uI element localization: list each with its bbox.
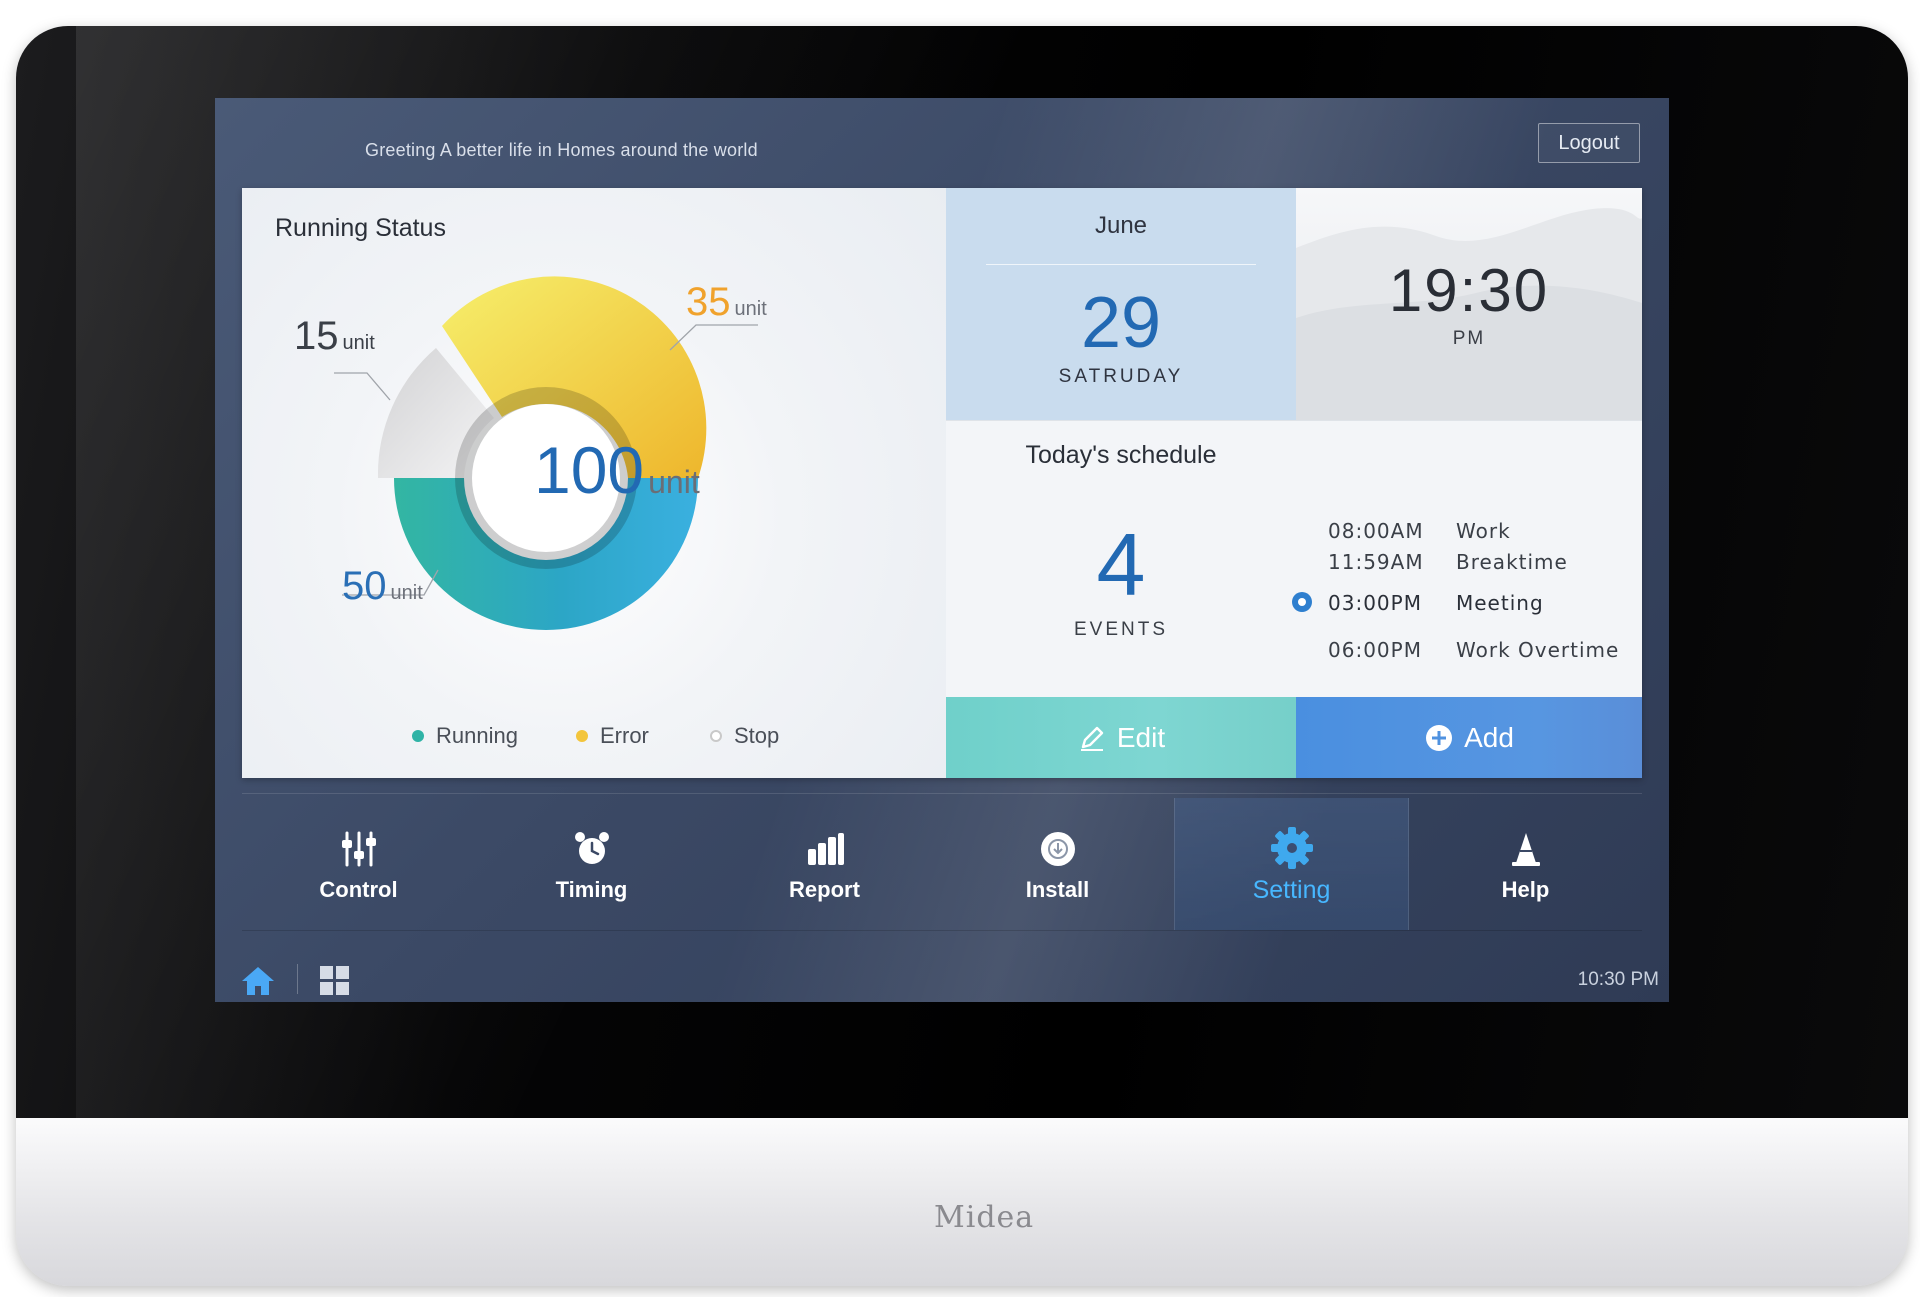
donut-segment-running <box>394 478 698 630</box>
install-icon <box>1038 825 1078 873</box>
current-event-marker-icon <box>1292 592 1312 612</box>
help-cone-icon <box>1506 825 1546 873</box>
legend-running: Running <box>412 723 518 749</box>
nav-item-help[interactable]: Help <box>1409 798 1642 930</box>
brand-logo: Midea <box>934 1200 1035 1235</box>
nav-label-control: Control <box>319 877 398 902</box>
total-units-number: 100 <box>534 433 645 507</box>
events-label: EVENTS <box>1073 619 1169 640</box>
legend-dot-stop <box>710 730 722 742</box>
plus-circle-icon <box>1424 723 1454 753</box>
date-month: June <box>1094 212 1148 239</box>
total-units: 100 unit <box>534 432 700 508</box>
legend-label-running: Running <box>436 723 518 748</box>
error-value-unit: unit <box>734 298 767 320</box>
running-value-number: 50 <box>342 564 387 608</box>
home-icon[interactable] <box>240 964 276 1002</box>
running-status-title: Running Status <box>275 214 446 242</box>
nav-divider <box>242 793 1642 794</box>
gear-icon <box>1268 824 1316 872</box>
callout-line-stop <box>334 372 391 401</box>
nav-item-install[interactable]: Install <box>941 798 1174 930</box>
date-day: 29 <box>1080 283 1162 363</box>
stop-value-number: 15 <box>294 314 339 358</box>
events-count: 4 <box>1096 515 1146 614</box>
nav-label-report: Report <box>789 877 860 902</box>
bottom-nav: Control Timing R <box>242 798 1642 930</box>
nav-label-help: Help <box>1501 877 1550 902</box>
nav-label-install: Install <box>1025 877 1090 902</box>
schedule-event-name: Breaktime <box>1456 550 1568 574</box>
error-value: 35 unit <box>686 280 767 325</box>
schedule-event-time: 03:00PM <box>1328 591 1422 615</box>
clock-panel[interactable]: 19:30 PM <box>1296 188 1642 420</box>
date-panel[interactable]: June 29 SATRUDAY <box>946 188 1296 420</box>
schedule-event-name: Work Overtime <box>1456 638 1620 662</box>
nav-item-timing[interactable]: Timing <box>475 798 708 930</box>
callout-line-error <box>669 324 758 351</box>
dashboard-card: Running Status <box>242 188 1642 778</box>
edit-button-label: Edit <box>1116 721 1166 753</box>
schedule-event-name: Meeting <box>1456 591 1544 615</box>
add-schedule-button[interactable]: Add <box>1296 697 1642 778</box>
schedule-title: Today's schedule <box>1025 441 1217 469</box>
schedule-event[interactable]: 11:59AM Breaktime <box>1328 550 1568 574</box>
apps-grid-icon[interactable] <box>318 964 352 1002</box>
device-chin <box>16 1118 1908 1286</box>
schedule-event-time: 11:59AM <box>1328 550 1424 574</box>
callout-line-running <box>342 569 439 596</box>
alarm-clock-icon <box>572 825 612 873</box>
running-status-donut <box>334 276 758 630</box>
donut-segment-stop <box>377 348 494 478</box>
schedule-event-name: Work <box>1456 519 1511 543</box>
edit-schedule-button[interactable]: Edit <box>946 697 1296 778</box>
running-value: 50 unit <box>342 564 423 609</box>
landscape-background <box>1296 208 1642 420</box>
schedule-event-time: 06:00PM <box>1328 638 1422 662</box>
schedule-panel: Today's schedule 4 EVENTS 08:00AM Work 11… <box>946 420 1642 698</box>
total-units-unit: unit <box>648 464 700 500</box>
clock-time: 19:30 <box>1388 257 1550 324</box>
running-value-unit: unit <box>390 582 423 604</box>
donut-segment-error <box>442 276 707 478</box>
schedule-event[interactable]: 06:00PM Work Overtime <box>1328 638 1619 662</box>
legend-dot-running <box>412 730 424 742</box>
pencil-icon <box>1077 723 1107 753</box>
date-divider <box>986 264 1256 265</box>
legend-stop: Stop <box>710 723 779 749</box>
legend-dot-error <box>576 730 588 742</box>
logout-button[interactable]: Logout <box>1538 123 1640 163</box>
stop-value-unit: unit <box>342 332 375 354</box>
status-bar-time: 10:30 PM <box>1577 969 1659 990</box>
nav-item-control[interactable]: Control <box>242 798 475 930</box>
legend-label-error: Error <box>600 723 649 748</box>
date-weekday: SATRUDAY <box>1058 366 1184 387</box>
greeting-text: Greeting A better life in Homes around t… <box>365 140 758 160</box>
add-button-label: Add <box>1464 721 1514 753</box>
legend-error: Error <box>576 723 649 749</box>
running-status-panel: Running Status <box>242 188 946 778</box>
stop-value: 15 unit <box>294 314 375 359</box>
bar-chart-icon <box>805 825 845 873</box>
nav-item-report[interactable]: Report <box>708 798 941 930</box>
schedule-event-current[interactable]: 03:00PM Meeting <box>1328 591 1544 615</box>
status-bar-separator <box>297 964 298 994</box>
status-bar-divider <box>242 930 1642 931</box>
nav-label-setting: Setting <box>1252 875 1331 904</box>
clock-ampm: PM <box>1452 328 1486 349</box>
sliders-icon <box>339 825 379 873</box>
legend-label-stop: Stop <box>734 723 780 748</box>
touch-screen: Greeting A better life in Homes around t… <box>215 98 1669 1002</box>
schedule-event-time: 08:00AM <box>1328 519 1424 543</box>
nav-item-setting[interactable]: Setting <box>1174 798 1409 930</box>
schedule-event[interactable]: 08:00AM Work <box>1328 519 1511 543</box>
error-value-number: 35 <box>686 280 731 324</box>
nav-label-timing: Timing <box>555 877 628 902</box>
